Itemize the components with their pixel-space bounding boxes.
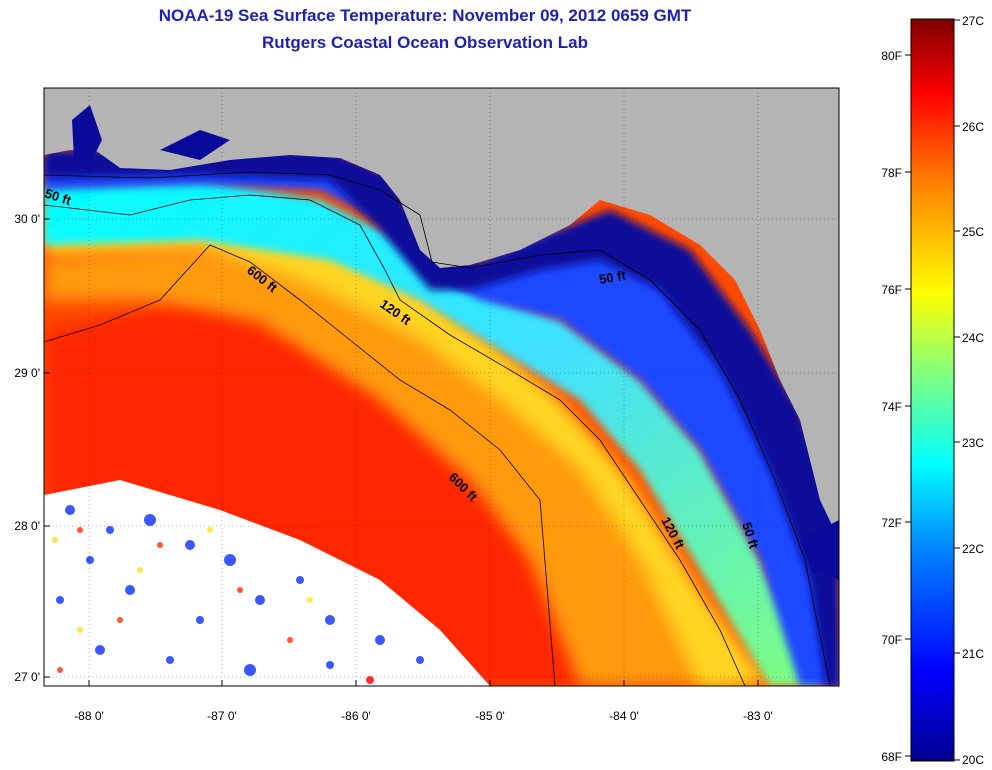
colorbar-celsius-label: 25C	[962, 225, 984, 239]
colorbar-celsius-label: 26C	[962, 120, 984, 134]
colorbar-fahrenheit-label: 78F	[881, 166, 902, 180]
colorbar-celsius-label: 20C	[962, 753, 984, 767]
colorbar-fahrenheit-label: 68F	[881, 750, 902, 764]
bathymetry-contours	[44, 171, 831, 686]
lon-tick-label: -84 0'	[609, 709, 639, 723]
map-title: NOAA-19 Sea Surface Temperature: Novembe…	[158, 6, 692, 25]
colorbar-celsius-label: 23C	[962, 436, 984, 450]
colorbar: 27C 26C 25C 24C 23C 22C 21C 20C 80F 78F …	[881, 14, 984, 767]
colorbar-celsius-label: 27C	[962, 14, 984, 28]
lon-tick-label: -87 0'	[207, 709, 237, 723]
lon-tick-label: -88 0'	[74, 709, 104, 723]
lon-tick-label: -85 0'	[475, 709, 505, 723]
lat-tick-label: 27 0'	[14, 670, 40, 684]
colorbar-fahrenheit-label: 70F	[881, 633, 902, 647]
lon-tick-label: -83 0'	[743, 709, 773, 723]
contour-label: 50 ft	[598, 267, 628, 287]
colorbar-celsius-label: 22C	[962, 542, 984, 556]
land-mass	[44, 88, 839, 540]
colorbar-celsius-label: 21C	[962, 647, 984, 661]
colorbar-celsius-label: 24C	[962, 331, 984, 345]
lat-tick-label: 29 0'	[14, 366, 40, 380]
cloud-cover	[44, 480, 490, 686]
colorbar-fahrenheit-label: 74F	[881, 400, 902, 414]
plot-frame	[43, 87, 840, 687]
lon-tick-label: -86 0'	[341, 709, 371, 723]
colorbar-fahrenheit-label: 72F	[881, 516, 902, 530]
lat-tick-label: 30 0'	[14, 212, 40, 226]
colorbar-fahrenheit-label: 76F	[881, 283, 902, 297]
map-subtitle: Rutgers Coastal Ocean Observation Lab	[262, 33, 588, 52]
lat-tick-label: 28 0'	[14, 519, 40, 533]
colorbar-fahrenheit-label: 80F	[881, 49, 902, 63]
